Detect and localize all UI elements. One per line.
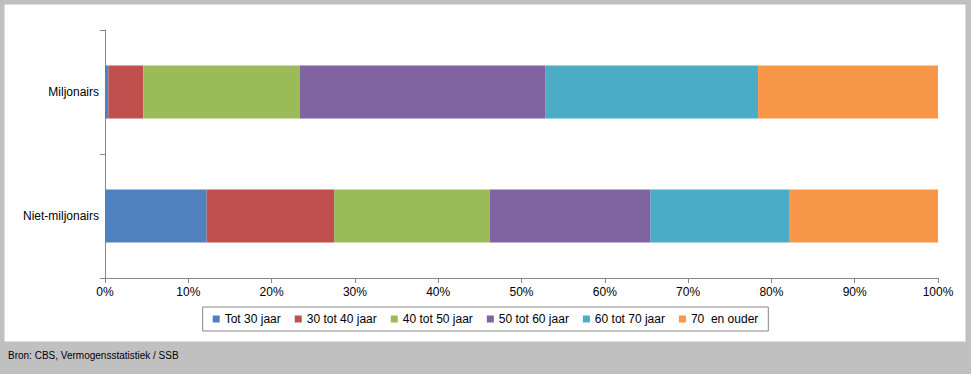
svg-text:10%: 10% (176, 285, 200, 299)
svg-text:0%: 0% (96, 285, 114, 299)
svg-text:30%: 30% (343, 285, 367, 299)
svg-text:30 tot 40 jaar: 30 tot 40 jaar (307, 312, 377, 326)
svg-text:Niet-miljonairs: Niet-miljonairs (23, 209, 99, 223)
svg-text:80%: 80% (759, 285, 783, 299)
svg-text:50%: 50% (509, 285, 533, 299)
svg-text:60%: 60% (593, 285, 617, 299)
svg-text:90%: 90% (843, 285, 867, 299)
svg-text:Miljonairs: Miljonairs (48, 85, 99, 99)
svg-text:Tot 30 jaar: Tot 30 jaar (225, 312, 281, 326)
svg-text:Bron: CBS, Vermogensstatistiek: Bron: CBS, Vermogensstatistiek / SSB (8, 350, 179, 361)
svg-text:20%: 20% (260, 285, 284, 299)
svg-text:50 tot 60 jaar: 50 tot 60 jaar (499, 312, 569, 326)
svg-text:60 tot 70 jaar: 60 tot 70 jaar (595, 312, 665, 326)
svg-text:40 tot 50 jaar: 40 tot 50 jaar (403, 312, 473, 326)
svg-text:40%: 40% (426, 285, 450, 299)
svg-text:100%: 100% (923, 285, 954, 299)
svg-text:70 en ouder: 70 en ouder (691, 312, 758, 326)
svg-text:70%: 70% (676, 285, 700, 299)
